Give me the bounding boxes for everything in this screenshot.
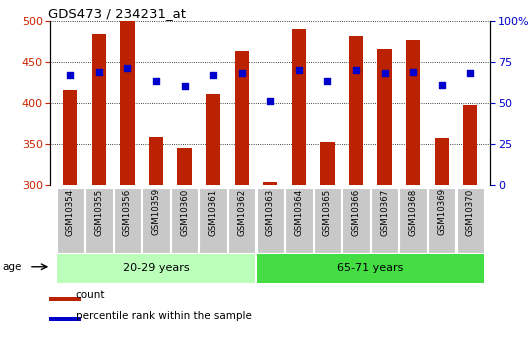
Point [123, 66, 132, 71]
Text: GSM10355: GSM10355 [94, 188, 103, 236]
Bar [178, 148, 192, 185]
Point [409, 69, 417, 74]
Point [152, 79, 160, 84]
Text: GSM10359: GSM10359 [152, 188, 161, 235]
Point [66, 72, 75, 78]
Bar [85, 188, 112, 253]
Bar [342, 188, 370, 253]
Text: GSM10369: GSM10369 [437, 188, 446, 235]
Bar [120, 21, 135, 185]
Bar [314, 188, 341, 253]
Bar [257, 254, 484, 283]
Point [237, 70, 246, 76]
Point [180, 83, 189, 89]
Text: GSM10368: GSM10368 [409, 188, 418, 236]
Point [323, 79, 332, 84]
Bar [463, 105, 478, 185]
Bar [57, 188, 84, 253]
Bar [257, 188, 284, 253]
Text: GSM10356: GSM10356 [123, 188, 132, 236]
Text: age: age [3, 262, 22, 272]
Point [266, 98, 275, 104]
Bar [263, 182, 277, 185]
Bar [406, 40, 420, 185]
Text: GSM10370: GSM10370 [466, 188, 475, 236]
Bar [149, 137, 163, 185]
Text: GSM10362: GSM10362 [237, 188, 246, 236]
Bar [435, 138, 449, 185]
Bar [235, 51, 249, 185]
Bar [400, 188, 427, 253]
Text: GSM10367: GSM10367 [380, 188, 389, 236]
Text: GDS473 / 234231_at: GDS473 / 234231_at [48, 7, 186, 20]
Bar [49, 317, 81, 321]
Bar [371, 188, 398, 253]
Bar [320, 142, 334, 185]
Text: 20-29 years: 20-29 years [123, 263, 189, 273]
Bar [206, 93, 220, 185]
Text: GSM10354: GSM10354 [66, 188, 75, 236]
Point [381, 70, 389, 76]
Bar [349, 36, 363, 185]
Bar [171, 188, 198, 253]
Bar [428, 188, 455, 253]
Text: 65-71 years: 65-71 years [337, 263, 403, 273]
Bar [63, 90, 77, 185]
Bar [114, 188, 141, 253]
Text: count: count [76, 290, 105, 300]
Bar [285, 188, 313, 253]
Text: GSM10365: GSM10365 [323, 188, 332, 236]
Text: GSM10363: GSM10363 [266, 188, 275, 236]
Text: percentile rank within the sample: percentile rank within the sample [76, 310, 252, 321]
Bar [143, 188, 170, 253]
Text: GSM10360: GSM10360 [180, 188, 189, 236]
Text: GSM10366: GSM10366 [351, 188, 360, 236]
Text: GSM10361: GSM10361 [209, 188, 218, 236]
Bar [57, 254, 255, 283]
Point [295, 67, 303, 73]
Point [209, 72, 217, 78]
Bar [456, 188, 484, 253]
Bar [49, 297, 81, 301]
Bar [199, 188, 227, 253]
Point [352, 67, 360, 73]
Point [95, 69, 103, 74]
Bar [92, 34, 106, 185]
Text: GSM10364: GSM10364 [294, 188, 303, 236]
Bar [292, 29, 306, 185]
Bar [377, 49, 392, 185]
Bar [228, 188, 255, 253]
Point [437, 82, 446, 87]
Point [466, 70, 474, 76]
